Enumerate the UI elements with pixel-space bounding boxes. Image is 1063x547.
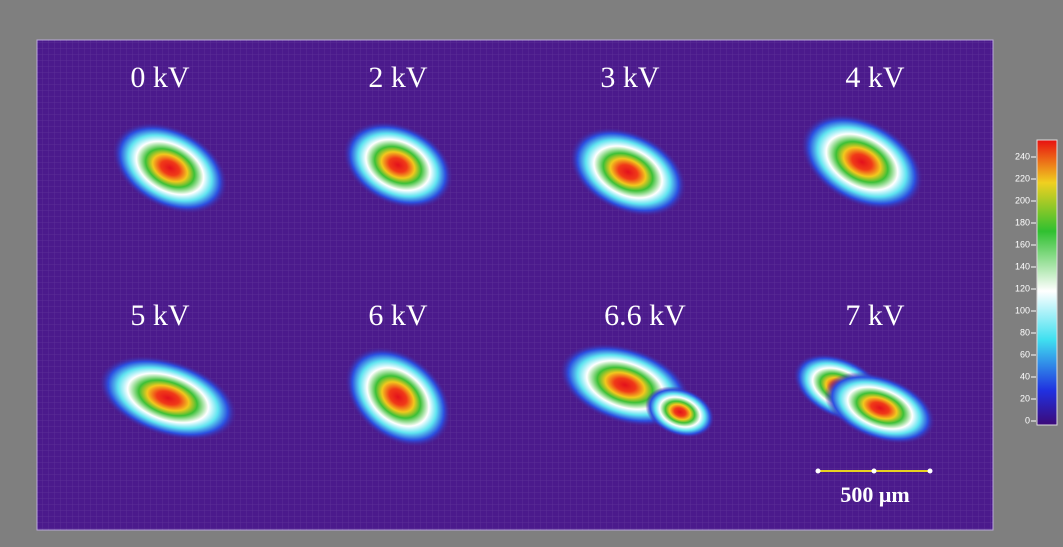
colorbar bbox=[1037, 140, 1057, 425]
screenshot: 500 μm 0 kV 2 kV 3 kV 4 kV 5 kV 6 kV 6.6 kV 7 k… bbox=[0, 0, 1063, 547]
colorbar-tick-label: 200 bbox=[1015, 195, 1030, 205]
scale-dot bbox=[928, 469, 933, 474]
panel-label: 6 kV bbox=[368, 299, 428, 332]
panel-label: 2 kV bbox=[368, 61, 428, 94]
panel-label: 4 kV bbox=[845, 61, 905, 94]
colorbar-tick-label: 120 bbox=[1015, 283, 1030, 293]
colorbar-tick-label: 180 bbox=[1015, 217, 1030, 227]
colorbar-tick-label: 140 bbox=[1015, 261, 1030, 271]
scale-dot bbox=[872, 469, 877, 474]
colorbar-tick-label: 20 bbox=[1020, 393, 1030, 403]
colorbar-tick-label: 60 bbox=[1020, 349, 1030, 359]
page: 500 μm 0 kV 2 kV 3 kV 4 kV 5 kV 6 kV 6.6 kV 7 k… bbox=[0, 0, 1063, 547]
colorbar-tick-label: 160 bbox=[1015, 239, 1030, 249]
scale-label: 500 μm bbox=[840, 482, 909, 507]
colorbar-tick-label: 220 bbox=[1015, 173, 1030, 183]
colorbar-tick-label: 80 bbox=[1020, 327, 1030, 337]
panel-label: 3 kV bbox=[600, 61, 660, 94]
panel-label: 5 kV bbox=[130, 299, 190, 332]
panel-label: 6.6 kV bbox=[604, 299, 686, 332]
panel-label: 7 kV bbox=[845, 299, 905, 332]
colorbar-tick-label: 100 bbox=[1015, 305, 1030, 315]
scale-dot bbox=[816, 469, 821, 474]
colorbar-tick-label: 40 bbox=[1020, 371, 1030, 381]
pixel-grid bbox=[37, 40, 993, 530]
panel-label: 0 kV bbox=[130, 61, 190, 94]
colorbar-tick-label: 0 bbox=[1025, 415, 1030, 425]
colorbar-tick-label: 240 bbox=[1015, 151, 1030, 161]
